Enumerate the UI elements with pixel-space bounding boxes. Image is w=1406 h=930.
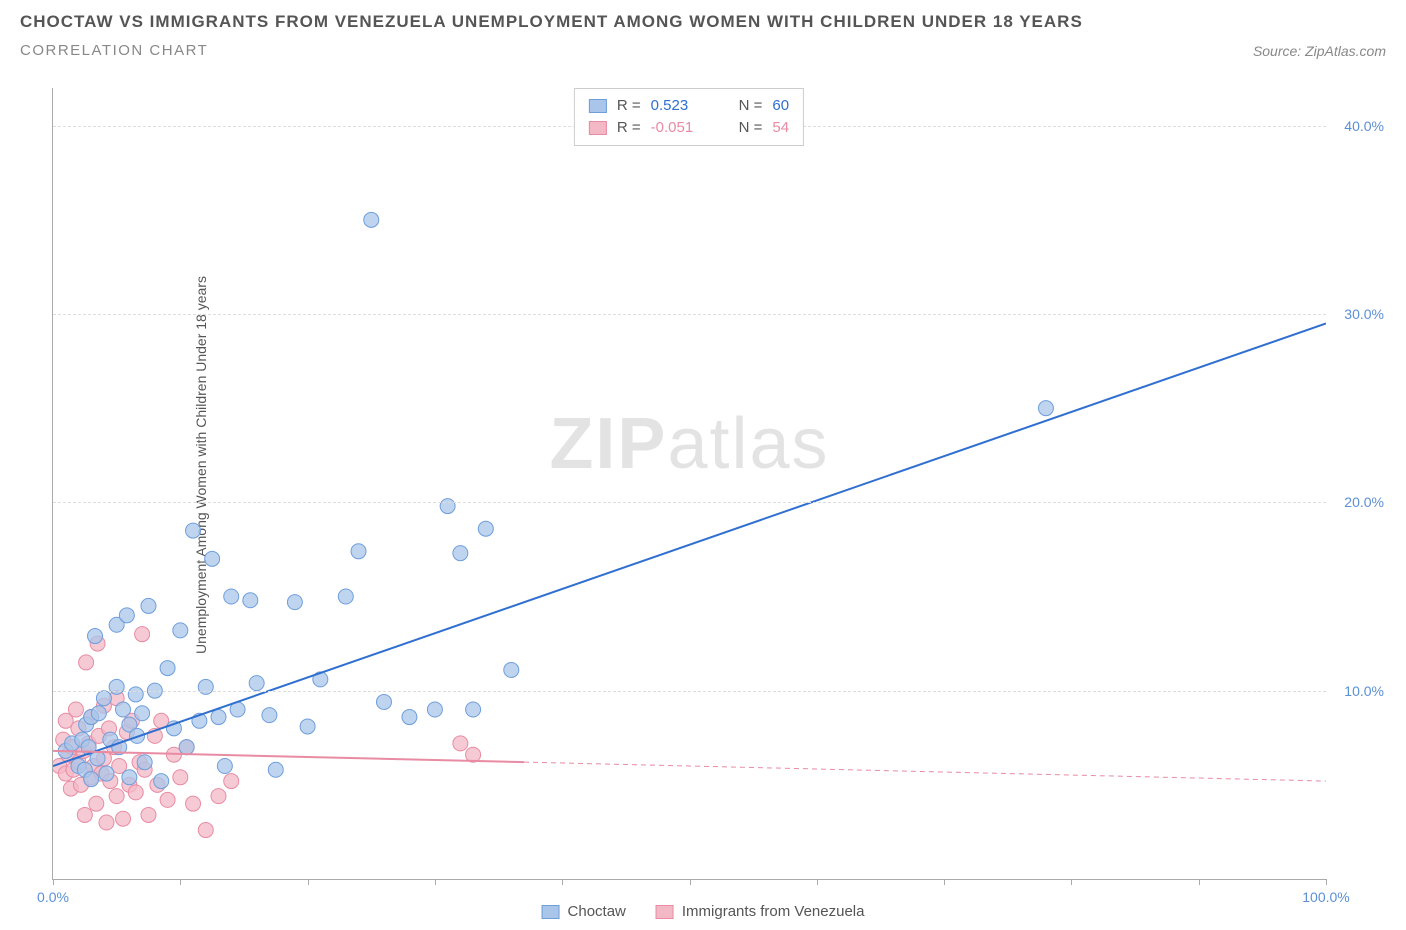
r-label: R = bbox=[617, 117, 641, 139]
stats-row-venezuela: R = -0.051 N = 54 bbox=[589, 117, 789, 139]
series-legend: Choctaw Immigrants from Venezuela bbox=[542, 903, 865, 920]
swatch-venezuela bbox=[589, 121, 607, 135]
plot-svg bbox=[53, 88, 1326, 879]
source-text: Source: ZipAtlas.com bbox=[1253, 43, 1386, 59]
legend-item-choctaw: Choctaw bbox=[542, 903, 626, 920]
y-tick-label: 30.0% bbox=[1344, 306, 1384, 322]
y-tick-label: 20.0% bbox=[1344, 494, 1384, 510]
subtitle-row: CORRELATION CHART Source: ZipAtlas.com bbox=[20, 42, 1386, 59]
chart-container: CHOCTAW VS IMMIGRANTS FROM VENEZUELA UNE… bbox=[0, 0, 1406, 930]
n-value-venezuela: 54 bbox=[772, 117, 789, 139]
chart-subtitle: CORRELATION CHART bbox=[20, 42, 208, 59]
chart-area: R = 0.523 N = 60 R = -0.051 N = 54 ZIPat… bbox=[52, 88, 1326, 880]
stats-row-choctaw: R = 0.523 N = 60 bbox=[589, 95, 789, 117]
plot-area: ZIPatlas 10.0%20.0%30.0%40.0%0.0%100.0% bbox=[52, 88, 1326, 880]
x-tick-label: 0.0% bbox=[37, 889, 69, 905]
swatch-choctaw bbox=[589, 99, 607, 113]
swatch-choctaw bbox=[542, 905, 560, 919]
y-tick-label: 10.0% bbox=[1344, 683, 1384, 699]
stats-legend: R = 0.523 N = 60 R = -0.051 N = 54 bbox=[574, 88, 804, 146]
n-label: N = bbox=[739, 95, 763, 117]
chart-title: CHOCTAW VS IMMIGRANTS FROM VENEZUELA UNE… bbox=[20, 12, 1386, 32]
n-value-choctaw: 60 bbox=[772, 95, 789, 117]
x-tick-label: 100.0% bbox=[1302, 889, 1349, 905]
legend-label-venezuela: Immigrants from Venezuela bbox=[682, 903, 865, 920]
legend-item-venezuela: Immigrants from Venezuela bbox=[656, 903, 865, 920]
r-label: R = bbox=[617, 95, 641, 117]
r-value-venezuela: -0.051 bbox=[651, 117, 729, 139]
n-label: N = bbox=[739, 117, 763, 139]
r-value-choctaw: 0.523 bbox=[651, 95, 729, 117]
legend-label-choctaw: Choctaw bbox=[568, 903, 626, 920]
swatch-venezuela bbox=[656, 905, 674, 919]
y-tick-label: 40.0% bbox=[1344, 118, 1384, 134]
header: CHOCTAW VS IMMIGRANTS FROM VENEZUELA UNE… bbox=[0, 0, 1406, 59]
